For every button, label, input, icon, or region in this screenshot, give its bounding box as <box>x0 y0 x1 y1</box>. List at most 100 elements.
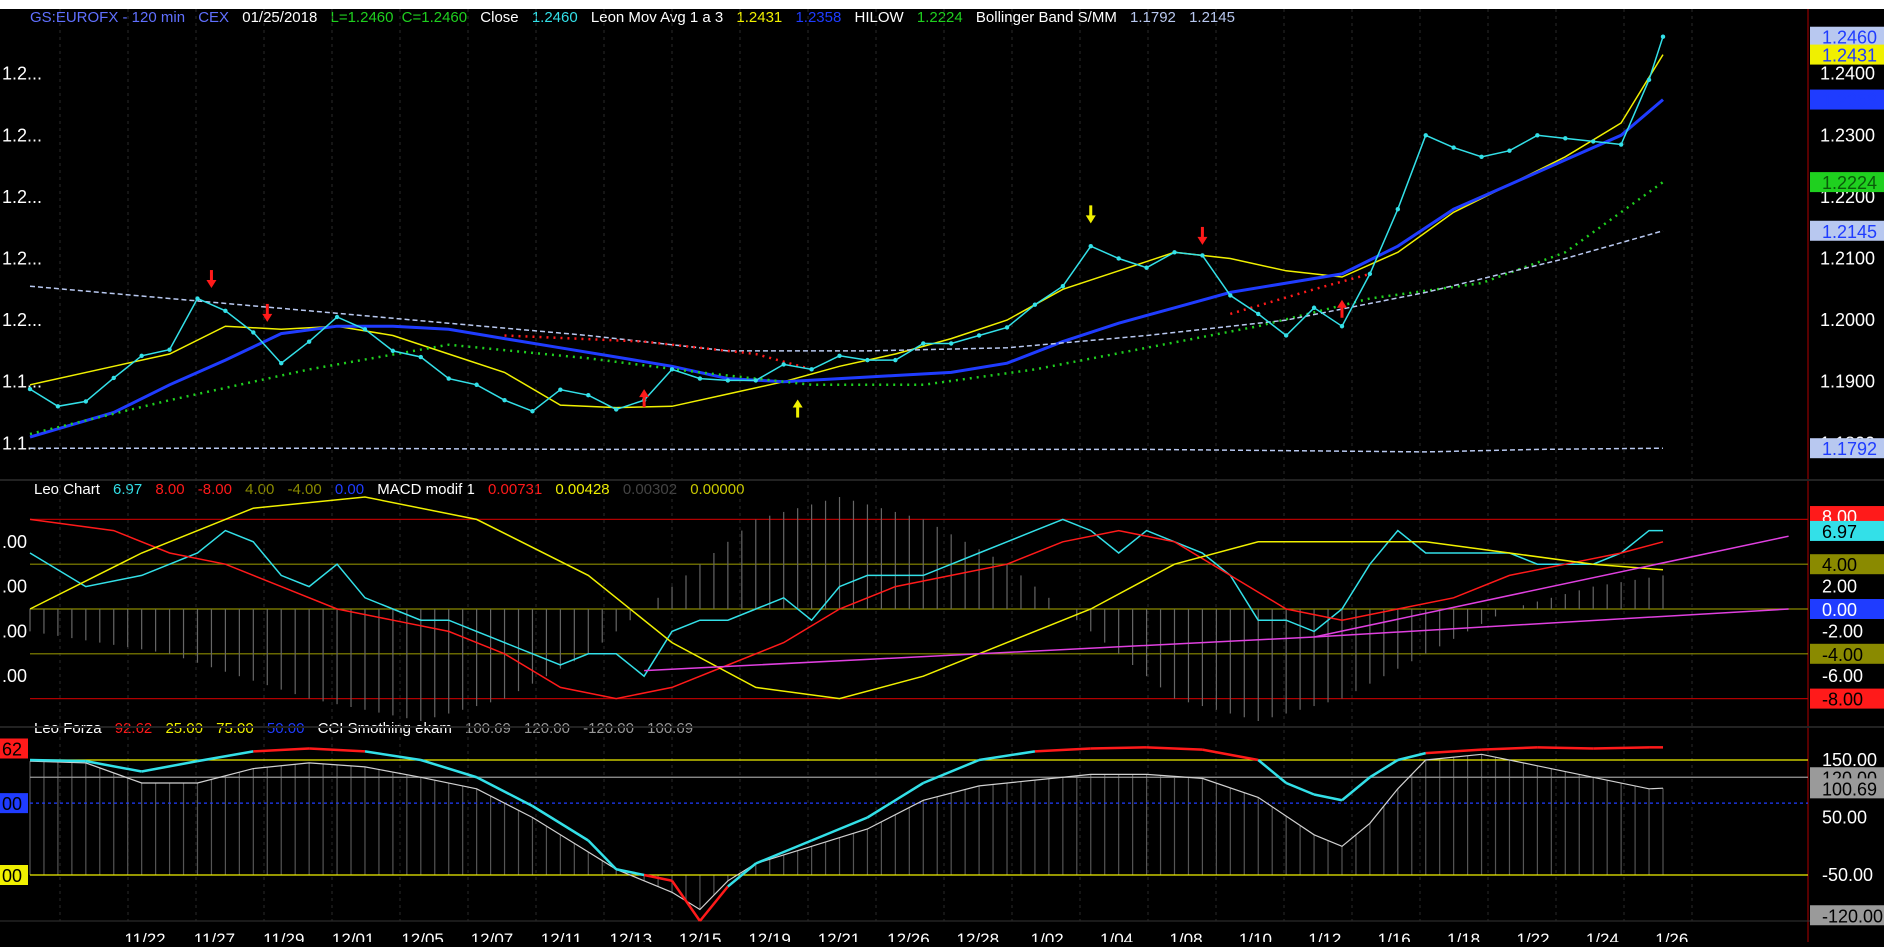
macd-yellow-series <box>29 496 1664 700</box>
close-point <box>1395 207 1401 212</box>
macd-m4: 0.00000 <box>690 481 745 498</box>
close-point <box>1256 311 1261 317</box>
close-point <box>1172 250 1177 255</box>
mov-avg-value-1: 1.2431 <box>736 9 783 26</box>
left-value-tag <box>0 793 28 814</box>
close-point <box>1004 325 1010 330</box>
cci-main-segment <box>364 750 421 762</box>
close-point <box>1144 265 1149 270</box>
close-point <box>1618 142 1624 147</box>
chart-area[interactable]: 11/22 11/27 11/29 12/01 12/05 12/07 12/11 12/13… <box>0 9 1884 947</box>
left-tick-label: .00 <box>2 666 27 686</box>
close-point <box>1283 333 1289 338</box>
value-tag <box>1810 44 1884 65</box>
x-tick-label: 12/07 <box>471 930 514 942</box>
y-tick-label: 1.2300 <box>1820 125 1875 145</box>
exchange-label: CEX <box>198 9 230 26</box>
x-tick-label: 12/19 <box>748 930 791 942</box>
close-point <box>1060 284 1066 289</box>
left-value-tag <box>0 738 28 759</box>
cci-main-segment <box>755 839 813 865</box>
close-value: 1.2460 <box>531 9 578 26</box>
value-tag <box>1810 89 1884 110</box>
cci-main-segment <box>420 758 478 779</box>
cci-main-segment <box>811 816 868 842</box>
x-tick-label: 1/16 <box>1378 930 1411 942</box>
cci-main-segment <box>1313 793 1343 802</box>
close-point <box>530 409 535 414</box>
left-value-tag-label: 00 <box>2 794 22 814</box>
cci-main-segment <box>29 758 86 763</box>
value-tag <box>1810 554 1884 575</box>
mov-avg-value-2: 1.2358 <box>795 9 842 26</box>
close-series <box>29 36 1664 413</box>
macd-m2: 0.00428 <box>555 481 610 498</box>
bollinger-label: Bollinger Band S/MM <box>975 9 1117 26</box>
close-point <box>948 341 954 346</box>
cci-main-segment <box>1090 746 1147 750</box>
macd-value-6: 0.00 <box>334 481 365 498</box>
cci-main-segment <box>587 839 618 871</box>
hilow-red-segment <box>1229 272 1371 316</box>
close-point <box>362 327 368 332</box>
close-point <box>1367 271 1373 277</box>
close-point <box>921 341 926 346</box>
left-tick-label: .00 <box>2 621 27 641</box>
cci-main-segment <box>671 880 701 922</box>
close-point <box>306 339 312 344</box>
price-header: GS:EUROFX - 120 min CEX 01/25/2018 L=1.2… <box>30 9 1244 26</box>
close-point <box>697 376 703 381</box>
close-point <box>809 367 814 372</box>
close-point <box>1311 305 1317 310</box>
x-tick-label: 12/26 <box>887 930 930 942</box>
macd-m3: 0.00302 <box>622 481 678 498</box>
signal-arrow-head <box>206 280 217 289</box>
close-point <box>223 308 228 314</box>
date-label: 01/25/2018 <box>242 9 318 26</box>
x-tick-label: 1/26 <box>1655 930 1688 942</box>
close-label: Close <box>480 9 519 26</box>
cci-main-segment <box>1481 746 1538 751</box>
cci-smooth-series <box>29 753 1664 911</box>
y-tick-label: 50.00 <box>1822 808 1867 828</box>
macd-m1: 0.00731 <box>488 481 543 498</box>
mov-avg-label: Leon Mov Avg 1 a 3 <box>590 9 724 26</box>
signal-arrow-head <box>1085 215 1096 224</box>
x-tick-label: 12/13 <box>610 930 653 942</box>
hilow-value: 1.2224 <box>916 9 963 26</box>
close-point <box>83 399 89 404</box>
value-tag-label: 1.2460 <box>1822 28 1877 48</box>
bollinger-value-2: 1.2145 <box>1189 9 1235 26</box>
cci-c1: 100.69 <box>464 720 511 737</box>
close-point <box>1032 302 1038 307</box>
close-point <box>1591 139 1596 144</box>
x-tick-label: 11/29 <box>263 930 304 942</box>
macd-value-1: 6.97 <box>113 481 143 498</box>
value-tag-label: 1.1792 <box>1822 439 1877 459</box>
close-point <box>27 386 33 392</box>
cci-main-segment <box>1341 776 1371 802</box>
close-point <box>1660 34 1666 39</box>
value-tag <box>1810 905 1884 926</box>
left-tick-label: .00 <box>2 532 27 552</box>
value-tag-label: 1.2358 <box>1822 91 1877 111</box>
close-point <box>1339 324 1345 329</box>
close-point <box>1507 148 1512 153</box>
close-point <box>837 353 842 359</box>
x-tick-label: 12/15 <box>679 930 722 942</box>
hilow-red-segment <box>504 334 812 371</box>
cci-value-3: 75.00 <box>216 720 254 737</box>
y-tick-label: 1.2400 <box>1820 64 1875 84</box>
trend-line <box>1313 535 1789 638</box>
x-tick-label: 12/01 <box>332 930 375 942</box>
macd-panel-label: Leo Chart <box>34 481 100 498</box>
macd-value-5: -4.00 <box>287 481 322 498</box>
cci-main-segment <box>531 804 589 842</box>
close-point <box>111 375 116 381</box>
cci-value-1: 92.62 <box>114 720 153 737</box>
cci-panel-label: Leo Forza <box>34 720 102 737</box>
cci-main-segment <box>476 776 534 808</box>
macd-header: Leo Chart 6.97 8.00 -8.00 4.00 -4.00 0.0… <box>34 481 753 498</box>
close-point <box>55 404 61 409</box>
y-tick-label: 1.1900 <box>1820 372 1875 392</box>
